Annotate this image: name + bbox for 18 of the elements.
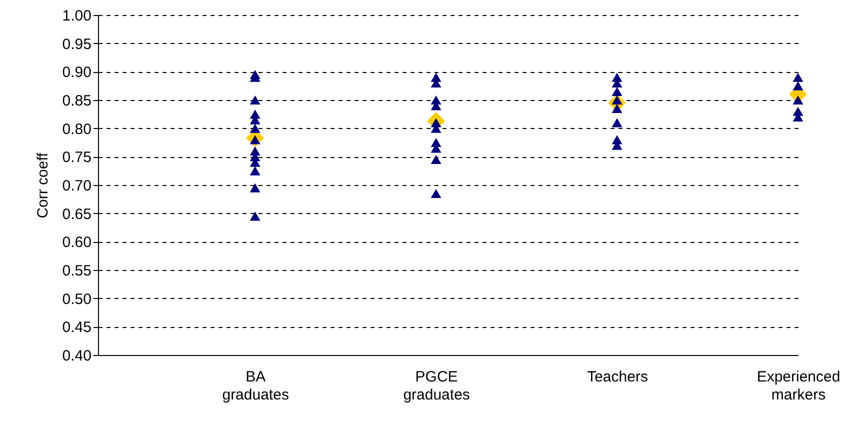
y-tick-label: 0.55 xyxy=(62,262,92,280)
y-tick-label: 0.75 xyxy=(62,149,92,166)
y-tick-label: 0.45 xyxy=(62,319,92,336)
x-tick-label: PGCE graduates xyxy=(403,368,470,404)
x-tick-label: Experienced markers xyxy=(756,368,840,404)
x-tick-label: Teachers xyxy=(587,368,648,386)
y-tick-label: 0.70 xyxy=(62,178,92,194)
y-tick-label: 0.90 xyxy=(62,64,92,82)
y-tick-label: 0.65 xyxy=(62,206,92,223)
y-tick-label: 0.40 xyxy=(62,348,92,364)
y-tick-label: 0.60 xyxy=(62,234,92,252)
y-tick-label: 0.80 xyxy=(62,120,92,138)
y-tick-label: 1.00 xyxy=(62,8,92,24)
y-axis-title: Corr coeff xyxy=(34,152,52,218)
y-tick-label: 0.95 xyxy=(62,36,92,53)
y-tick-label: 0.50 xyxy=(62,290,92,308)
x-tick-label: BA graduates xyxy=(222,368,289,404)
y-tick-label: 0.85 xyxy=(62,92,92,110)
